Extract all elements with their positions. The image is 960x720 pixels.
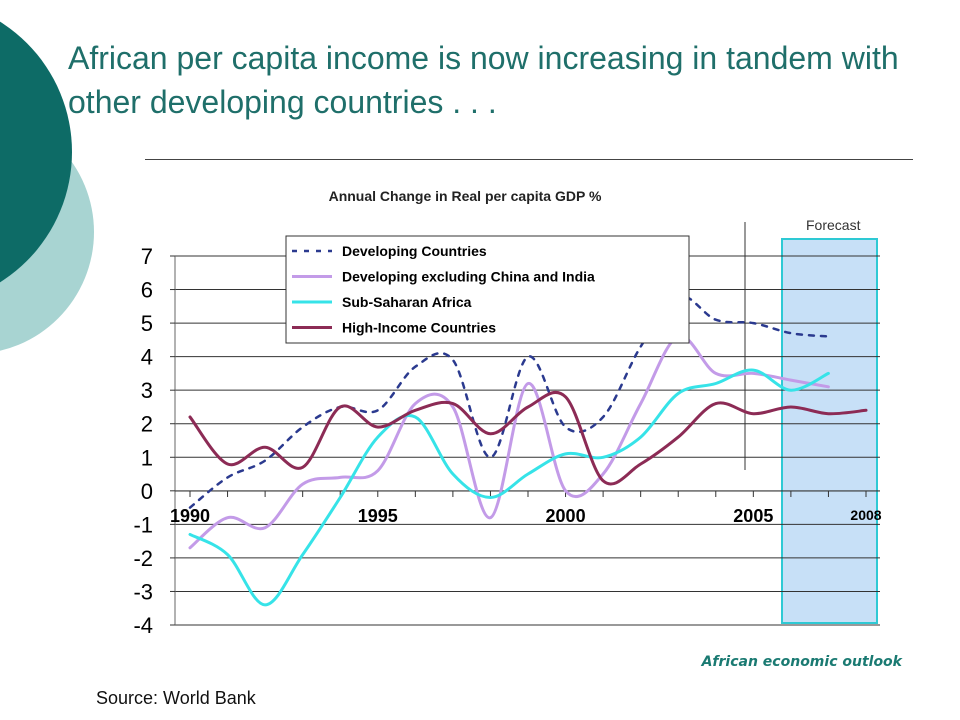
series-line-developing-excl-china-india [188,334,830,550]
x-axis-ticks: 1990 1995 2000 2005 2008 [170,491,882,526]
y-tick-label: 1 [141,445,153,470]
legend-box [285,235,690,344]
dark-teal-circle [0,21,72,283]
x-tick-label: 1995 [358,506,398,526]
x-tick-label: 2000 [546,506,586,526]
footer-brand: African economic outlook [701,654,902,670]
series-lines [188,294,868,607]
series-line-developing-countries [188,294,830,509]
title-divider [145,159,913,160]
y-tick-label: -1 [133,512,153,537]
slide-title: African per capita income is now increas… [68,40,899,120]
decorative-circles [0,21,94,351]
y-tick-label: 2 [141,412,153,437]
legend-label-sub-saharan-africa: Sub-Saharan Africa [342,294,472,310]
forecast-label: Forecast [806,217,861,233]
y-tick-label: 7 [141,244,153,269]
legend-label-developing-excl-china-india: Developing excluding China and India [342,269,595,285]
y-tick-label: 6 [141,278,153,303]
series-line-sub-saharan-africa [188,368,830,607]
forecast-region [781,238,878,624]
y-tick-label: 0 [141,479,153,504]
y-tick-label: 5 [141,311,153,336]
y-tick-label: -3 [133,579,153,604]
series-line-high-income-countries [188,390,868,486]
y-tick-label: 3 [141,378,153,403]
chart-title: Annual Change in Real per capita GDP % [328,188,602,204]
y-tick-label: -4 [133,613,153,638]
y-axis-ticks: 7 6 5 4 3 2 1 0 -1 -2 -3 -4 [133,244,175,638]
y-tick-label: -2 [133,546,153,571]
y-tick-label: 4 [141,345,153,370]
x-tick-label: 2005 [733,506,773,526]
legend-label-high-income-countries: High-Income Countries [342,320,496,336]
chart-legend: Developing Countries Developing excluding… [285,235,690,344]
x-tick-label: 2008 [850,507,881,523]
x-tick-label: 1990 [170,506,210,526]
legend-label-developing-countries: Developing Countries [342,243,487,259]
source-note: Source: World Bank [96,688,256,708]
